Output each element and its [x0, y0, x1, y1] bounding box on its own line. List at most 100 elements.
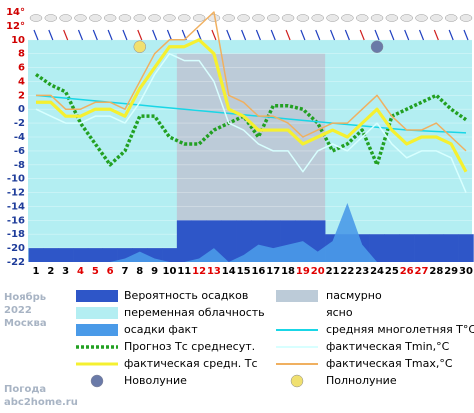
precip-probability-bar [176, 220, 192, 262]
precip-probability-bar [28, 248, 44, 262]
x-tick-label: 14 [222, 266, 236, 277]
wind-arrow [418, 29, 425, 41]
legend-swatch [76, 290, 118, 302]
precip-probability-bar [58, 248, 74, 262]
watermark: abc2home.ru [4, 397, 78, 408]
y-tick-label: 8 [18, 49, 25, 60]
weather-icon [459, 14, 473, 22]
precip-probability-bar [443, 234, 459, 262]
icon-row-background [28, 12, 472, 40]
x-tick-label: 24 [370, 266, 384, 277]
wind-arrow [329, 29, 336, 41]
wind-arrow [33, 29, 39, 41]
caption-city: Москва [4, 318, 47, 329]
wind-arrow [241, 29, 247, 41]
wind-arrow [107, 29, 113, 41]
weather-icon [296, 14, 310, 22]
wind-arrow [389, 29, 395, 41]
y-tick-label: 0 [18, 104, 25, 115]
precip-probability-bar [87, 248, 104, 262]
x-tick-label: 28 [429, 266, 443, 277]
legend-swatch [90, 374, 104, 388]
weather-icon [118, 14, 132, 22]
wind-arrow [255, 29, 261, 41]
wind-arrow [433, 29, 439, 41]
wind-arrow [404, 29, 410, 41]
wind-arrow [359, 29, 365, 41]
legend-swatch [76, 324, 118, 336]
x-tick-label: 2 [47, 266, 54, 277]
weather-icon [178, 14, 191, 22]
weather-icon [133, 14, 147, 22]
y-tick-label: -20 [7, 243, 25, 254]
x-tick-label: 16 [251, 266, 265, 277]
x-tick-label: 3 [62, 266, 69, 277]
legend-label: переменная облачность [124, 306, 265, 319]
wind-arrow [374, 29, 380, 41]
weather-icon [59, 14, 72, 22]
weather-icon [103, 14, 117, 22]
legend-swatch [276, 290, 318, 302]
x-tick-label: 25 [385, 266, 399, 277]
caption: Ноябрь 2022 Москва Погода abc2home.ru [4, 291, 78, 408]
legend-label: осадки факт [124, 323, 198, 336]
y-tick-label: -8 [14, 160, 25, 171]
weather-icon [237, 14, 250, 22]
series-line [34, 73, 468, 167]
x-tick-label: 11 [177, 266, 191, 277]
x-tick-label: 1 [33, 266, 40, 277]
precip-probability-bar [236, 220, 252, 262]
precip-probability-bar [162, 248, 178, 262]
x-tick-label: 17 [266, 266, 280, 277]
weather-icon [326, 14, 339, 22]
x-tick-label: 10 [162, 266, 176, 277]
precip-fact-area [28, 202, 474, 262]
weather-icon [89, 14, 102, 22]
y-tick-label: 12° [6, 21, 25, 32]
x-tick-label: 5 [92, 266, 99, 277]
x-tick-label: 21 [326, 266, 340, 277]
y-tick-label: -22 [7, 257, 25, 268]
y-tick-label: -14 [7, 201, 25, 212]
weather-icon [400, 14, 413, 22]
wind-arrow [137, 29, 143, 41]
moon-icon [370, 40, 384, 53]
wind-arrow [166, 29, 173, 41]
y-tick-label: -18 [7, 229, 25, 240]
weather-icon [281, 14, 295, 22]
wind-arrow [48, 29, 54, 41]
x-tick-label: 30 [459, 266, 473, 277]
legend-swatch [276, 307, 318, 319]
wind-arrow [226, 29, 232, 41]
weather-icon [415, 14, 428, 22]
x-tick-label: 26 [400, 266, 414, 277]
weather-icon [222, 14, 236, 22]
weather-icon [163, 14, 176, 22]
weather-icon [355, 14, 369, 22]
y-tick-label: 2 [18, 90, 25, 101]
x-tick-label: 8 [136, 266, 143, 277]
precip-probability-bar [191, 220, 207, 262]
weather-icon [311, 14, 324, 22]
x-tick-label: 6 [107, 266, 114, 277]
weather-icon [29, 14, 43, 22]
y-tick-label: 14° [6, 7, 25, 18]
y-tick-label: 10 [11, 35, 25, 46]
precip-probability-bar [384, 234, 400, 262]
y-tick-label: 6 [18, 63, 25, 74]
wind-arrow [300, 29, 306, 41]
precip-probability-bar [399, 234, 415, 262]
x-tick-label: 27 [415, 266, 429, 277]
legend-label: средняя многолетняя T°C [326, 323, 474, 336]
wind-arrow [285, 29, 291, 41]
weather-icon [44, 14, 58, 22]
y-tick-label: -16 [7, 215, 25, 226]
y-tick-label: 4 [18, 76, 25, 87]
watermark: Погода [4, 384, 46, 395]
y-tick-label: -6 [14, 146, 25, 157]
weather-icon [192, 14, 206, 22]
moon-icon [133, 40, 147, 53]
legend-label: Новолуние [124, 374, 187, 387]
legend-swatch [76, 307, 118, 319]
